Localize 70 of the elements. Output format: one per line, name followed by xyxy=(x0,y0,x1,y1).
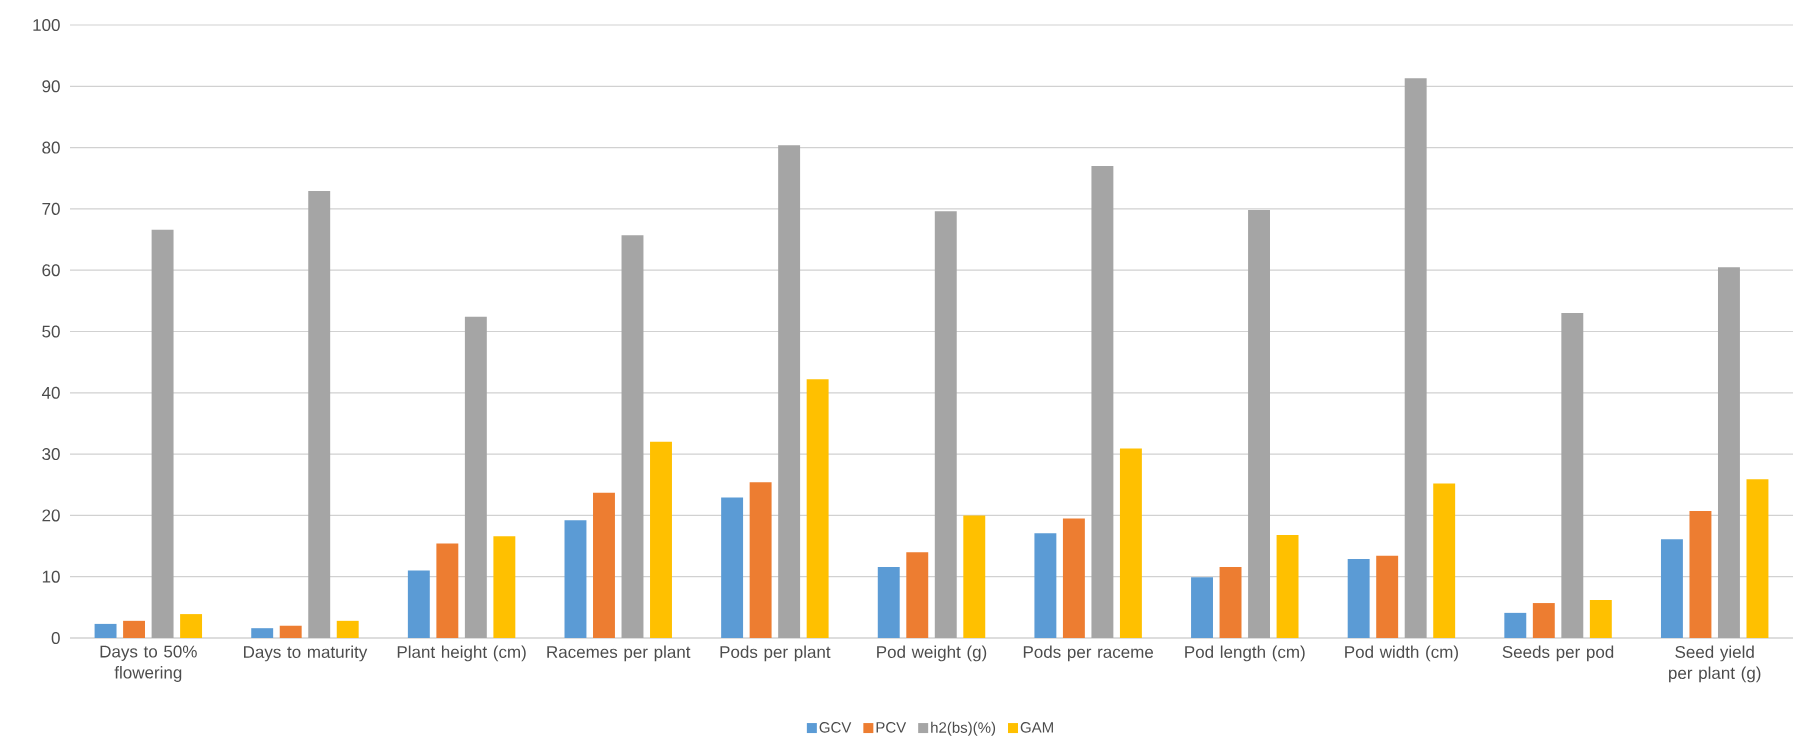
y-tick-label: 80 xyxy=(42,141,60,154)
bar xyxy=(1248,210,1270,638)
bar xyxy=(963,515,986,638)
x-tick-label: Seed yield per plant (g) xyxy=(1669,645,1761,683)
bar xyxy=(1119,448,1142,638)
bar xyxy=(1062,518,1085,638)
bar xyxy=(464,316,487,638)
bar xyxy=(721,497,744,638)
y-tick-label: 20 xyxy=(42,509,60,522)
y-tick-label: 50 xyxy=(42,325,60,338)
bar xyxy=(1034,533,1057,638)
bar xyxy=(906,552,929,638)
bar xyxy=(1504,612,1527,638)
legend-label: GAM xyxy=(1020,722,1053,733)
bar xyxy=(1219,566,1242,638)
bar xyxy=(1689,511,1712,638)
bar xyxy=(336,620,359,638)
bar xyxy=(1746,479,1769,638)
bar xyxy=(251,628,274,638)
y-tick-label: 60 xyxy=(42,264,60,277)
x-tick-label: Days to 50% flowering xyxy=(100,645,197,682)
y-tick-label: 40 xyxy=(41,386,60,399)
bar xyxy=(279,625,302,638)
x-tick-label: Days to maturity xyxy=(244,645,368,662)
x-tick-label: Pod length (cm) xyxy=(1185,645,1305,662)
y-tick-label: 90 xyxy=(42,80,60,93)
bar xyxy=(151,229,174,638)
y-tick-label: 100 xyxy=(33,18,60,32)
bar xyxy=(94,623,117,638)
bar xyxy=(1433,483,1456,638)
legend-label: h2(bs)(%) xyxy=(931,721,996,736)
bar xyxy=(593,492,615,638)
bar xyxy=(1532,603,1555,638)
bar xyxy=(436,543,459,638)
x-tick-label: Pod weight (g) xyxy=(877,645,987,662)
y-tick-label: 30 xyxy=(42,448,60,461)
y-tick-label: 10 xyxy=(42,570,60,583)
bar xyxy=(1276,535,1299,638)
bar xyxy=(877,566,900,638)
bar xyxy=(621,235,644,638)
x-tick-label: Pod width (cm) xyxy=(1345,645,1458,662)
x-tick-label: Seeds per pod xyxy=(1502,645,1614,662)
bar xyxy=(778,145,801,638)
legend-label: GCV xyxy=(819,722,852,733)
bar xyxy=(650,441,672,638)
bar xyxy=(806,379,829,638)
bar xyxy=(180,614,203,638)
legend-label: PCV xyxy=(876,722,907,733)
bar xyxy=(564,520,587,638)
bar xyxy=(1660,539,1683,638)
x-tick-label: Pods per plant xyxy=(720,645,831,662)
y-tick-label: 0 xyxy=(51,631,60,645)
bar xyxy=(1589,599,1612,638)
bar xyxy=(1091,165,1114,638)
bar xyxy=(1404,78,1427,638)
bar xyxy=(1376,555,1399,638)
bar xyxy=(1561,313,1584,638)
x-tick-label: Plant height (cm) xyxy=(397,645,526,662)
bar xyxy=(749,482,772,638)
bar xyxy=(308,191,331,638)
y-tick-label: 70 xyxy=(42,202,60,215)
x-tick-label: Racemes per plant xyxy=(547,645,691,662)
bar xyxy=(1347,558,1370,638)
bar xyxy=(1191,577,1213,638)
bar xyxy=(934,211,957,638)
bar xyxy=(1717,267,1740,638)
x-tick-label: Pods per raceme xyxy=(1023,645,1154,662)
bar xyxy=(407,570,430,638)
bar xyxy=(493,536,516,638)
bar xyxy=(123,620,146,638)
